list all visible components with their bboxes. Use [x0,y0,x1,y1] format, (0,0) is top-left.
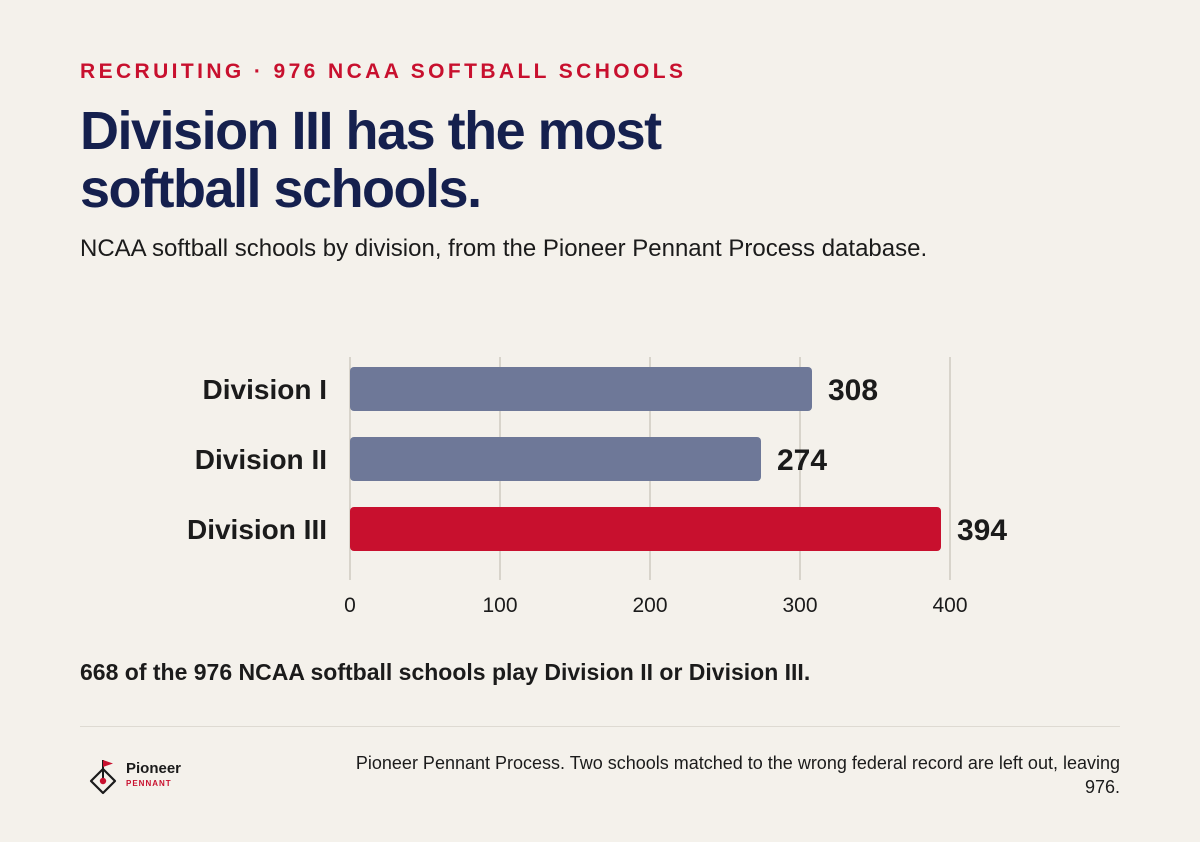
x-axis-ticks: 0 100 200 300 400 [344,594,967,617]
value-labels: 308 274 394 [777,374,1007,547]
value-label: 394 [957,514,1007,547]
source-note: Pioneer Pennant Process. Two schools mat… [355,753,1120,797]
x-tick-label: 400 [932,594,967,617]
eyebrow: RECRUITING · 976 NCAA SOFTBALL SCHOOLS [80,60,687,83]
category-label: Division II [195,444,327,475]
chart-title: Division III has the most softball schoo… [80,101,662,219]
bars [350,367,941,551]
x-tick-label: 200 [632,594,667,617]
logo-name: Pioneer [126,760,182,777]
bar [350,437,761,481]
x-tick-label: 0 [344,594,356,617]
bar [350,367,812,411]
pennant-diamond-icon [89,760,117,795]
category-label: Division I [203,374,327,405]
logo-subname: PENNANT [126,779,172,788]
x-tick-label: 300 [782,594,817,617]
category-label: Division III [187,514,327,545]
chart-subtitle: NCAA softball schools by division, from … [80,235,928,262]
bar [350,507,941,551]
x-tick-label: 100 [482,594,517,617]
bar-chart: Division I Division II Division III 308 274… [187,357,1007,617]
divider [80,726,1120,727]
takeaway: 668 of the 976 NCAA softball schools pla… [80,659,811,685]
logo: Pioneer PENNANT [88,757,188,797]
value-label: 274 [777,444,827,477]
value-label: 308 [828,374,878,407]
category-labels: Division I Division II Division III [187,374,327,545]
